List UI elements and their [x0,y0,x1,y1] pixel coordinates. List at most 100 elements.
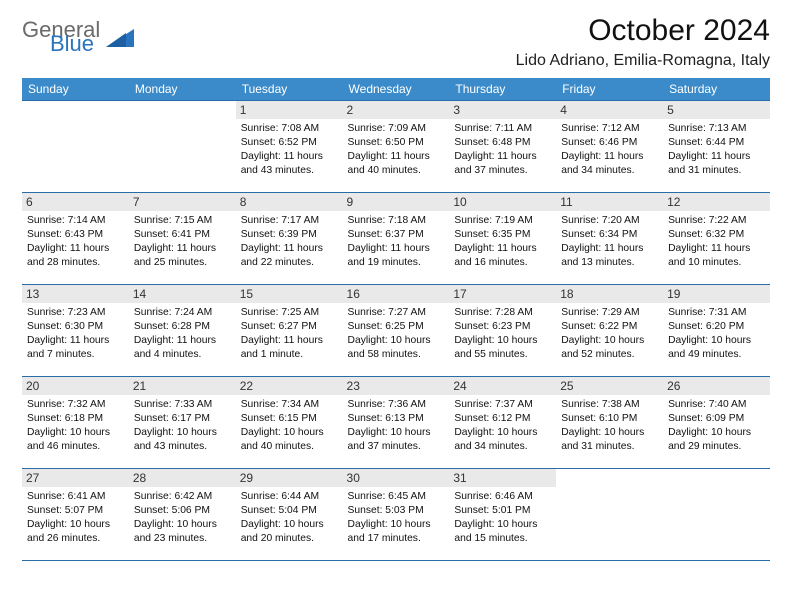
sunset-line: Sunset: 6:39 PM [241,228,338,242]
sunrise-line: Sunrise: 7:15 AM [134,214,231,228]
calendar-day-cell: 17Sunrise: 7:28 AMSunset: 6:23 PMDayligh… [449,285,556,377]
weekday-heading: Thursday [449,78,556,101]
day-sun-info: Sunrise: 7:23 AMSunset: 6:30 PMDaylight:… [27,306,124,362]
day-number: 11 [556,193,663,211]
sunset-line: Sunset: 5:04 PM [241,504,338,518]
sunrise-line: Sunrise: 7:14 AM [27,214,124,228]
day-number: 21 [129,377,236,395]
sunset-line: Sunset: 6:12 PM [454,412,551,426]
day-sun-info: Sunrise: 7:36 AMSunset: 6:13 PMDaylight:… [348,398,445,454]
sunrise-line: Sunrise: 7:31 AM [668,306,765,320]
sunset-line: Sunset: 6:48 PM [454,136,551,150]
sunrise-line: Sunrise: 7:36 AM [348,398,445,412]
sunset-line: Sunset: 6:20 PM [668,320,765,334]
day-sun-info: Sunrise: 7:33 AMSunset: 6:17 PMDaylight:… [134,398,231,454]
calendar-day-cell: 7Sunrise: 7:15 AMSunset: 6:41 PMDaylight… [129,193,236,285]
day-number: 15 [236,285,343,303]
calendar-day-cell: 13 Sunrise: 7:23 AMSunset: 6:30 PMDayligh… [22,285,129,377]
daylight-line: Daylight: 11 hours and 13 minutes. [561,242,658,270]
day-number: 10 [449,193,556,211]
daylight-line: Daylight: 10 hours and 52 minutes. [561,334,658,362]
title-block: October 2024 Lido Adriano, Emilia-Romagn… [516,14,770,76]
sunrise-line: Sunrise: 7:20 AM [561,214,658,228]
calendar-day-cell: 21 Sunrise: 7:33 AMSunset: 6:17 PMDayligh… [129,377,236,469]
day-sun-info: Sunrise: 7:29 AMSunset: 6:22 PMDaylight:… [561,306,658,362]
calendar-day-cell: 2Sunrise: 7:09 AMSunset: 6:50 PMDaylight… [343,101,450,193]
calendar-day-cell: 19Sunrise: 7:31 AMSunset: 6:20 PMDayligh… [663,285,770,377]
sunset-line: Sunset: 6:50 PM [348,136,445,150]
day-number: 22 [236,377,343,395]
sunrise-line: Sunrise: 7:38 AM [561,398,658,412]
sunrise-line: Sunrise: 7:29 AM [561,306,658,320]
calendar-body: 1Sunrise: 7:08 AMSunset: 6:52 PMDaylight… [22,101,770,561]
sunrise-line: Sunrise: 7:24 AM [134,306,231,320]
sunrise-line: Sunrise: 7:11 AM [454,122,551,136]
daylight-line: Daylight: 10 hours and 17 minutes. [348,518,445,546]
sunset-line: Sunset: 6:22 PM [561,320,658,334]
day-number: 12 [663,193,770,211]
day-sun-info: Sunrise: 6:46 AMSunset: 5:01 PMDaylight:… [454,490,551,546]
sunrise-line: Sunrise: 7:34 AM [241,398,338,412]
calendar-day-cell: 5Sunrise: 7:13 AMSunset: 6:44 PMDaylight… [663,101,770,193]
sunset-line: Sunset: 6:30 PM [27,320,124,334]
day-number: 20 [22,377,129,395]
sunset-line: Sunset: 6:09 PM [668,412,765,426]
logo: General Blue [22,14,134,54]
calendar-day-cell: 16Sunrise: 7:27 AMSunset: 6:25 PMDayligh… [343,285,450,377]
sunset-line: Sunset: 6:28 PM [134,320,231,334]
sunrise-line: Sunrise: 6:42 AM [134,490,231,504]
day-sun-info: Sunrise: 7:38 AMSunset: 6:10 PMDaylight:… [561,398,658,454]
day-number: 16 [343,285,450,303]
sunrise-line: Sunrise: 7:40 AM [668,398,765,412]
location-subtitle: Lido Adriano, Emilia-Romagna, Italy [516,52,770,70]
day-number: 1 [236,101,343,119]
daylight-line: Daylight: 10 hours and 20 minutes. [241,518,338,546]
day-number: 7 [129,193,236,211]
daylight-line: Daylight: 10 hours and 31 minutes. [561,426,658,454]
day-sun-info: Sunrise: 7:17 AMSunset: 6:39 PMDaylight:… [241,214,338,270]
calendar-day-cell: 26Sunrise: 7:40 AMSunset: 6:09 PMDayligh… [663,377,770,469]
day-sun-info: Sunrise: 7:34 AMSunset: 6:15 PMDaylight:… [241,398,338,454]
day-sun-info: Sunrise: 6:45 AMSunset: 5:03 PMDaylight:… [348,490,445,546]
daylight-line: Daylight: 11 hours and 16 minutes. [454,242,551,270]
day-sun-info: Sunrise: 7:32 AMSunset: 6:18 PMDaylight:… [27,398,124,454]
day-number: 2 [343,101,450,119]
calendar-week-row: 1Sunrise: 7:08 AMSunset: 6:52 PMDaylight… [22,101,770,193]
calendar-week-row: 20 Sunrise: 7:32 AMSunset: 6:18 PMDayligh… [22,377,770,469]
sunrise-line: Sunrise: 7:27 AM [348,306,445,320]
weekday-heading: Friday [556,78,663,101]
daylight-line: Daylight: 11 hours and 43 minutes. [241,150,338,178]
sunset-line: Sunset: 6:52 PM [241,136,338,150]
day-number: 26 [663,377,770,395]
month-title: October 2024 [516,14,770,48]
day-sun-info: Sunrise: 7:22 AMSunset: 6:32 PMDaylight:… [668,214,765,270]
sunrise-line: Sunrise: 7:09 AM [348,122,445,136]
calendar-day-cell: 4Sunrise: 7:12 AMSunset: 6:46 PMDaylight… [556,101,663,193]
calendar-day-cell [22,101,129,193]
daylight-line: Daylight: 11 hours and 7 minutes. [27,334,124,362]
day-number: 9 [343,193,450,211]
sunset-line: Sunset: 6:10 PM [561,412,658,426]
calendar-day-cell: 30Sunrise: 6:45 AMSunset: 5:03 PMDayligh… [343,469,450,561]
day-number: 8 [236,193,343,211]
weekday-heading: Wednesday [343,78,450,101]
sunset-line: Sunset: 5:07 PM [27,504,124,518]
day-number: 29 [236,469,343,487]
day-number: 13 [22,285,129,303]
sunset-line: Sunset: 6:23 PM [454,320,551,334]
daylight-line: Daylight: 10 hours and 55 minutes. [454,334,551,362]
day-number: 23 [343,377,450,395]
calendar-weekday-header: Sunday Monday Tuesday Wednesday Thursday… [22,78,770,101]
sunset-line: Sunset: 6:34 PM [561,228,658,242]
calendar-day-cell: 8 Sunrise: 7:17 AMSunset: 6:39 PMDaylight… [236,193,343,285]
sunset-line: Sunset: 5:03 PM [348,504,445,518]
daylight-line: Daylight: 10 hours and 26 minutes. [27,518,124,546]
daylight-line: Daylight: 11 hours and 25 minutes. [134,242,231,270]
calendar-day-cell: 14Sunrise: 7:24 AMSunset: 6:28 PMDayligh… [129,285,236,377]
day-number: 18 [556,285,663,303]
sunset-line: Sunset: 5:01 PM [454,504,551,518]
day-sun-info: Sunrise: 7:37 AMSunset: 6:12 PMDaylight:… [454,398,551,454]
sunrise-line: Sunrise: 6:46 AM [454,490,551,504]
calendar-day-cell: 11 Sunrise: 7:20 AMSunset: 6:34 PMDayligh… [556,193,663,285]
day-number: 25 [556,377,663,395]
